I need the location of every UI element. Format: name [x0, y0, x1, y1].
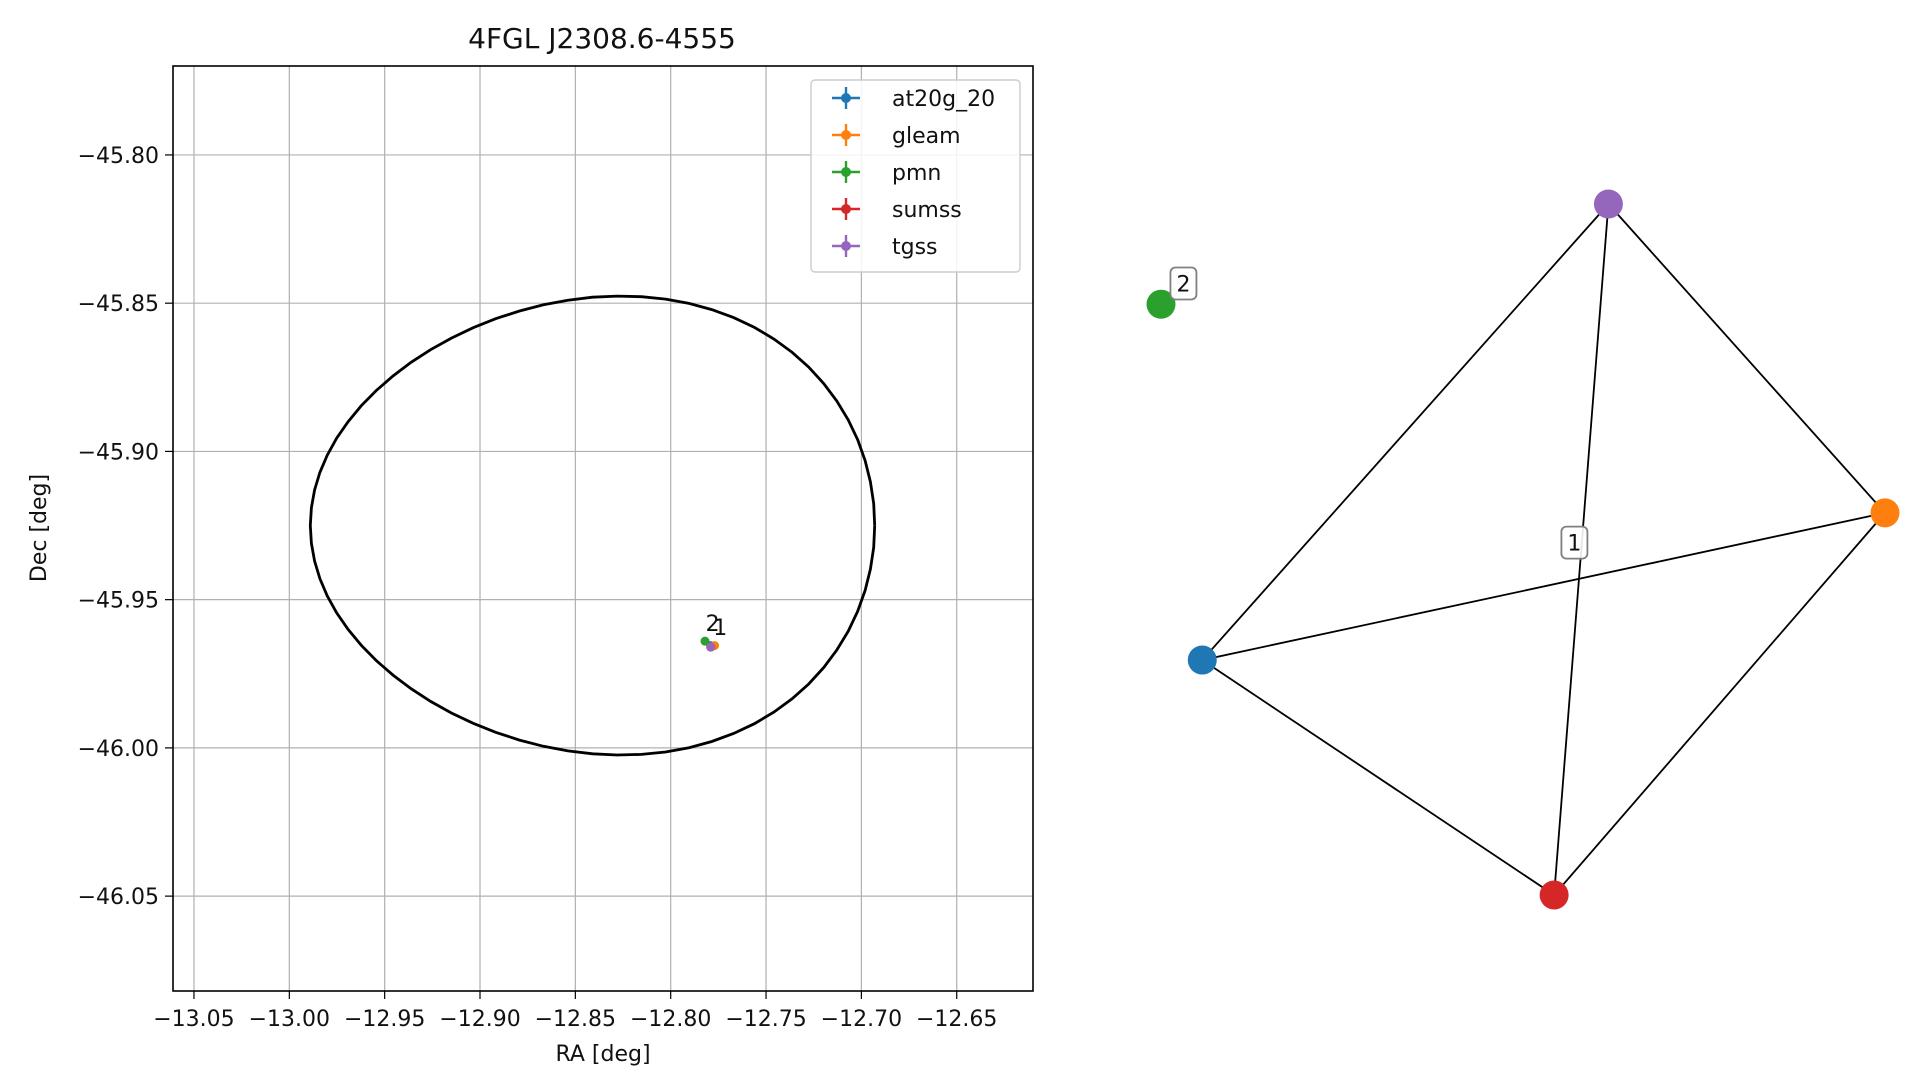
point-tgss [706, 642, 716, 652]
y-axis-ticks: −45.80 −45.85 −45.90 −45.95 −46.00 −46.05 [78, 144, 173, 910]
grid [173, 66, 1033, 991]
legend-label-tgss: tgss [892, 235, 938, 260]
graph-edge [1201, 659, 1555, 896]
graph-node-gleam [1870, 498, 1900, 528]
x-tick-label: −12.95 [344, 1007, 425, 1032]
graph-edge [1607, 203, 1886, 514]
x-axis-ticks: −13.05 −13.00 −12.95 −12.90 −12.85 −12.80 −12.… [153, 991, 997, 1032]
legend-frame [810, 79, 1021, 273]
x-tick-label: −12.90 [439, 1007, 520, 1032]
localization-ellipse [308, 294, 877, 757]
point-annotation: 2 [706, 612, 720, 637]
x-tick-label: −12.85 [535, 1007, 616, 1032]
graph-node-at20g_20 [1187, 645, 1217, 675]
legend-marker-dot [841, 130, 851, 140]
graph-edge [1553, 512, 1886, 896]
x-tick-label: −13.00 [249, 1007, 330, 1032]
legend-marker-dot [841, 167, 851, 177]
graph-edge [1202, 511, 1886, 661]
legend-label-pmn: pmn [892, 161, 941, 186]
legend-marker-dot [841, 241, 851, 251]
x-tick-label: −12.70 [821, 1007, 902, 1032]
legend-label-at20g_20: at20g_20 [892, 87, 995, 112]
point-pmn [700, 636, 710, 646]
graph-node-pmn [1146, 289, 1176, 319]
group-label: 2 [1176, 272, 1190, 297]
scatter-chart: 4FGL J2308.6-4555 21 −13.05 −13.00 −12.95−… [27, 22, 1034, 1067]
graph-group-labels: 12 [1169, 266, 1589, 560]
legend-marker-dot [841, 204, 851, 214]
x-axis-label: RA [deg] [555, 1042, 650, 1067]
y-tick-label: −45.90 [78, 440, 159, 465]
x-tick-label: −12.75 [725, 1007, 806, 1032]
x-tick-label: −12.80 [630, 1007, 711, 1032]
point-annotation: 1 [713, 616, 727, 641]
legend-label-sumss: sumss [892, 198, 962, 223]
plot-frame [172, 65, 1034, 992]
group-label-box [1169, 266, 1198, 301]
y-tick-label: −45.80 [78, 144, 159, 169]
graph-edges [1201, 203, 1886, 896]
y-tick-label: −45.95 [78, 589, 159, 614]
group-label: 1 [1567, 532, 1581, 557]
y-tick-label: −45.85 [78, 292, 159, 317]
graph-nodes [1146, 189, 1900, 910]
graph-edge [1201, 203, 1610, 661]
network-graph: 12 [1146, 189, 1900, 910]
y-tick-label: −46.00 [78, 737, 159, 762]
x-tick-label: −13.05 [153, 1007, 234, 1032]
legend-marker-dot [841, 93, 851, 103]
graph-node-tgss [1593, 189, 1623, 219]
group-label-box [1560, 525, 1589, 560]
annotations: 21 [706, 612, 728, 641]
chart-title: 4FGL J2308.6-4555 [468, 22, 736, 55]
x-tick-label: −12.65 [916, 1007, 997, 1032]
ellipse-layer [308, 294, 877, 757]
legend-label-gleam: gleam [892, 124, 961, 149]
points-layer [700, 636, 720, 652]
y-tick-label: −46.05 [78, 885, 159, 910]
graph-node-sumss [1539, 880, 1569, 910]
y-axis-label: Dec [deg] [27, 474, 52, 582]
